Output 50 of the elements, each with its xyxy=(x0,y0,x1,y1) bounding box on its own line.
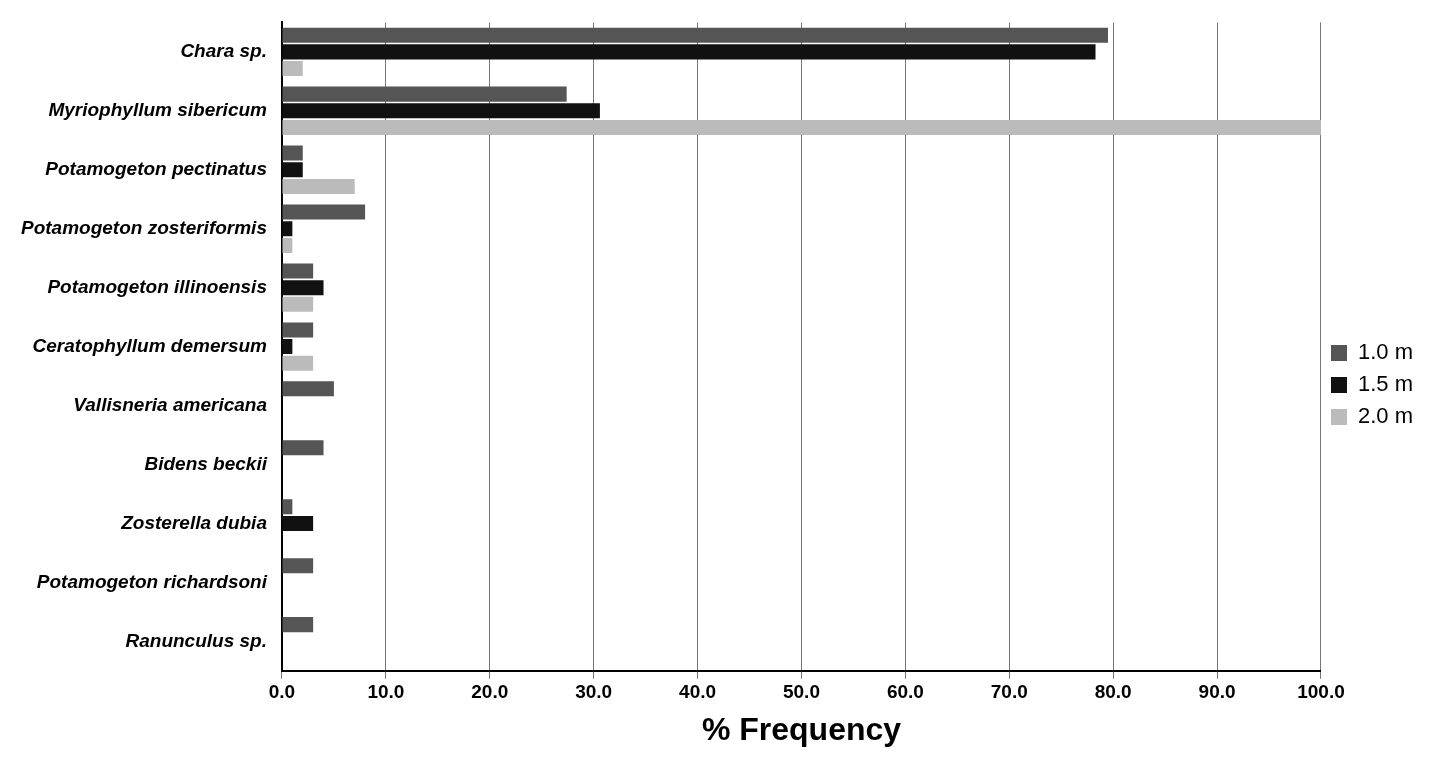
bar xyxy=(282,355,314,371)
bar xyxy=(282,339,293,355)
bar xyxy=(282,558,314,574)
bar xyxy=(282,381,334,397)
bar xyxy=(282,237,293,253)
y-tick-label: Zosterella dubia xyxy=(120,511,268,533)
bar xyxy=(282,86,567,102)
bar xyxy=(282,145,303,161)
bar xyxy=(282,515,314,531)
y-tick-label: Potamogeton pectinatus xyxy=(45,158,267,179)
y-tick-label: Ranunculus sp. xyxy=(125,629,267,651)
legend-label: 1.5 m xyxy=(1357,371,1414,397)
x-axis-title: % Frequency xyxy=(701,710,902,747)
x-tick-label: 30.0 xyxy=(575,681,613,703)
x-tick-label: 40.0 xyxy=(679,681,717,703)
x-tick-label: 90.0 xyxy=(1198,681,1236,703)
legend-label: 1.0 m xyxy=(1357,339,1414,365)
y-tick-label: Potamogeton richardsoni xyxy=(36,570,268,592)
x-tick-label: 0.0 xyxy=(268,681,296,703)
bar xyxy=(282,61,303,77)
y-tick-label: Myriophyllum sibericum xyxy=(48,99,268,121)
bar xyxy=(282,617,314,633)
x-tick-label: 80.0 xyxy=(1094,681,1132,703)
bar xyxy=(282,27,1108,43)
bar xyxy=(282,280,324,296)
y-tick-label: Potamogeton zosteriformis xyxy=(20,216,267,238)
bar xyxy=(282,322,314,338)
x-tick-label: 50.0 xyxy=(782,681,820,703)
y-tick-label: Potamogeton illinoensis xyxy=(47,275,267,297)
y-tick-label: Vallisneria americana xyxy=(73,393,268,415)
bar xyxy=(282,103,600,119)
bar xyxy=(282,44,1096,60)
bar xyxy=(282,221,293,237)
bar xyxy=(282,162,303,178)
x-tick-label: 60.0 xyxy=(886,681,924,703)
bar xyxy=(282,296,314,312)
bar xyxy=(282,499,293,515)
y-tick-label: Chara sp. xyxy=(180,40,267,62)
y-tick-label: Ceratophyllum demersum xyxy=(32,334,268,356)
y-tick-label: Bidens beckii xyxy=(144,452,268,474)
bar xyxy=(282,120,1321,136)
x-tick-label: 100.0 xyxy=(1297,681,1345,703)
bar xyxy=(282,204,366,220)
x-tick-label: 10.0 xyxy=(367,681,405,703)
x-tick-label: 70.0 xyxy=(990,681,1028,703)
bar xyxy=(282,178,355,194)
bar xyxy=(282,440,324,456)
legend-label: 2.0 m xyxy=(1357,403,1414,429)
bar xyxy=(282,263,314,279)
x-tick-label: 20.0 xyxy=(471,681,509,703)
